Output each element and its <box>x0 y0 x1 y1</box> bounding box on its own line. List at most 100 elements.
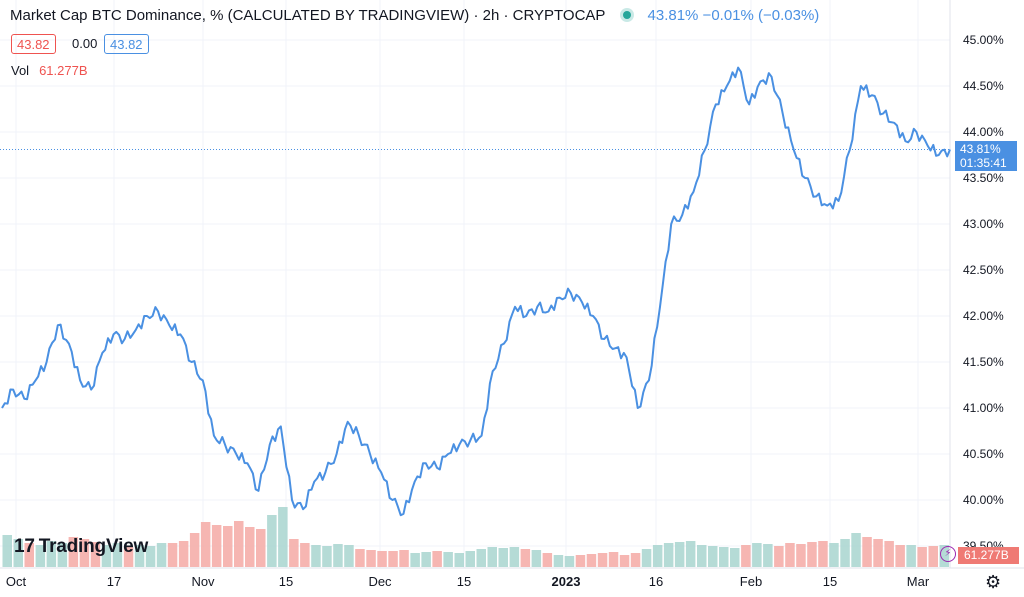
y-tick-label: 43.00% <box>963 217 1004 231</box>
y-tick-label: 40.50% <box>963 447 1004 461</box>
volume-bar <box>24 543 34 567</box>
dominance-line <box>1 66 951 517</box>
volume-bar <box>35 545 46 567</box>
volume-bar <box>355 549 365 567</box>
tradingview-logo-text: TradingView <box>38 536 149 557</box>
volume-bar <box>68 537 79 567</box>
volume-bar <box>377 551 387 567</box>
volume-bar <box>366 550 376 567</box>
volume-bar <box>663 543 674 567</box>
volume-bar <box>708 546 718 567</box>
tradingview-logo-mark: 17 <box>14 536 35 557</box>
volume-bar <box>553 555 564 567</box>
volume-bar <box>13 539 23 567</box>
volume-bar <box>167 543 178 567</box>
volume-bar <box>278 507 288 567</box>
last-price-value: 43.81% <box>960 142 1001 156</box>
x-tick-label: Mar <box>907 574 930 589</box>
x-tick-label: 15 <box>823 574 837 589</box>
volume-bar <box>399 550 409 567</box>
volume-bar <box>134 545 145 567</box>
volume-bar <box>289 539 299 567</box>
market-status-icon <box>623 11 632 20</box>
x-tick-label: Nov <box>191 574 215 589</box>
volume-bar <box>818 541 828 567</box>
volume-bar <box>145 546 156 567</box>
x-tick-label: 15 <box>279 574 293 589</box>
y-tick-label: 44.00% <box>963 125 1004 139</box>
volume-badge: 61.277B <box>958 547 1019 564</box>
volume-bar <box>223 526 233 567</box>
volume-bar <box>586 554 597 567</box>
volume-bar <box>443 552 453 567</box>
volume-bar <box>774 546 784 567</box>
volume-bar <box>432 551 442 567</box>
volume-bar <box>685 541 696 567</box>
volume-bar <box>344 545 354 567</box>
volume-bar <box>652 545 663 567</box>
volume-bar <box>641 549 652 567</box>
y-tick-label: 41.00% <box>963 401 1004 415</box>
y-tick-label: 42.50% <box>963 263 1004 277</box>
y-tick-label: 45.00% <box>963 33 1004 47</box>
volume-bar <box>752 543 762 567</box>
tradingview-logo[interactable]: 17 TradingView <box>14 536 148 558</box>
volume-bar <box>542 553 553 567</box>
volume-legend[interactable]: Vol 61.277B <box>11 63 88 78</box>
volume-bar <box>840 539 850 567</box>
y-axis[interactable]: 45.00% 44.50% 44.00% 43.50% 43.00% 42.50% 42.0… <box>963 33 1004 553</box>
chart-header: Market Cap BTC Dominance, % (CALCULATED … <box>10 7 819 24</box>
x-tick-label: 16 <box>649 574 663 589</box>
volume-bar <box>741 545 751 567</box>
volume-bar <box>2 535 12 567</box>
volume-bar <box>906 545 916 567</box>
y-tick-label: 44.50% <box>963 79 1004 93</box>
volume-bar <box>564 556 575 567</box>
volume-bar <box>388 551 398 567</box>
volume-bar <box>178 541 189 567</box>
x-tick-label: Dec <box>368 574 392 589</box>
volume-bar <box>597 553 608 567</box>
volume-value: 61.277B <box>39 63 88 78</box>
volume-bar <box>156 543 167 567</box>
volume-bar <box>829 543 839 567</box>
volume-bar <box>123 547 134 567</box>
volume-bar <box>575 555 586 567</box>
symbol-title[interactable]: Market Cap BTC Dominance, % (CALCULATED … <box>10 7 606 24</box>
spread-value: 0.00 <box>72 36 98 51</box>
volume-bar <box>333 544 343 567</box>
volume-bar <box>928 546 938 567</box>
settings-gear-icon[interactable]: ⚙ <box>985 572 1002 592</box>
y-tick-label: 43.50% <box>963 171 1004 185</box>
volume-bar <box>79 539 90 567</box>
volume-bar <box>873 539 883 567</box>
sell-price[interactable]: 43.82 <box>11 34 56 54</box>
volume-bar <box>619 555 630 567</box>
x-tick-label: 2023 <box>552 574 581 589</box>
volume-bar <box>917 547 927 567</box>
buy-price[interactable]: 43.82 <box>104 34 149 54</box>
y-tick-label: 42.00% <box>963 309 1004 323</box>
volume-bar <box>90 542 101 567</box>
x-axis[interactable]: Oct 17 Nov 15 Dec 15 2023 16 Feb 15 Mar <box>6 574 930 589</box>
volume-bar <box>487 547 497 567</box>
volume-bar <box>322 546 332 567</box>
volume-bar <box>884 541 894 567</box>
volume-bar <box>300 543 310 567</box>
quote-value: 43.81% −0.01% (−0.03%) <box>647 7 820 24</box>
volume-bar <box>895 545 905 567</box>
volume-bar <box>476 549 486 567</box>
lightning-icon[interactable]: ⚡ <box>940 546 956 562</box>
volume-bar <box>112 543 123 567</box>
volume-bar <box>211 525 222 567</box>
volume-bar <box>465 551 475 567</box>
last-price-badge: 43.81% 01:35:41 <box>955 141 1017 171</box>
volume-bar <box>421 552 431 567</box>
volume-bar <box>311 545 321 567</box>
volume-bar <box>796 544 806 567</box>
volume-bar <box>630 553 641 567</box>
x-tick-label: 17 <box>107 574 121 589</box>
volume-bar <box>785 543 795 567</box>
volume-bar <box>730 548 740 567</box>
